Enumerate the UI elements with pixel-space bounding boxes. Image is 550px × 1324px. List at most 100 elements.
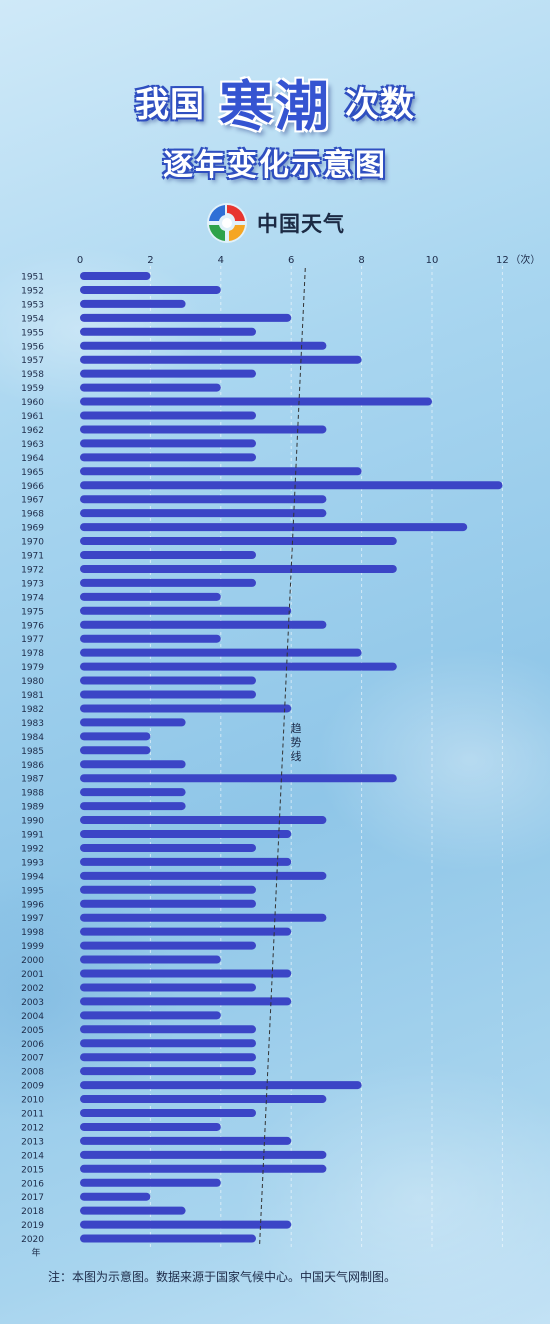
y-tick-label: 1964 — [21, 454, 44, 464]
y-tick-label: 1989 — [21, 803, 44, 813]
y-tick-label: 2010 — [21, 1096, 44, 1106]
bar — [80, 634, 221, 643]
bar — [80, 369, 256, 378]
logo-text: 中国天气 — [257, 212, 345, 236]
y-axis-unit: 年 — [31, 1247, 40, 1259]
bar — [80, 718, 186, 727]
y-tick-label: 1974 — [21, 593, 44, 603]
bar — [80, 899, 256, 908]
y-tick-label: 1993 — [21, 858, 44, 868]
bar — [80, 272, 151, 280]
x-tick-label: 0 — [77, 255, 83, 266]
y-tick-label: 1981 — [21, 691, 44, 701]
y-tick-label: 1977 — [21, 635, 44, 645]
y-tick-label: 1996 — [21, 900, 44, 910]
trend-label: 势 — [291, 736, 302, 749]
bar — [80, 816, 327, 825]
y-tick-label: 1986 — [21, 761, 44, 771]
y-tick-label: 1975 — [21, 607, 44, 617]
footnote: 注：本图为示意图。数据来源于国家气候中心。中国天气网制图。 — [48, 1270, 397, 1284]
y-tick-label: 1980 — [21, 677, 44, 687]
bar — [80, 1136, 292, 1145]
y-tick-label: 1992 — [21, 844, 44, 854]
bar — [80, 1039, 256, 1048]
bar — [80, 592, 221, 601]
bar — [80, 495, 327, 504]
y-tick-label: 2005 — [21, 1026, 44, 1036]
y-tick-label: 2016 — [21, 1179, 44, 1189]
bar — [80, 1192, 151, 1201]
bar — [80, 1178, 221, 1187]
bar — [80, 1081, 362, 1090]
bar — [80, 620, 327, 629]
bar — [80, 1220, 292, 1229]
bar — [80, 871, 327, 880]
x-tick-label: 10 — [426, 255, 439, 266]
y-tick-label: 2001 — [21, 970, 44, 980]
y-tick-label: 1979 — [21, 663, 44, 673]
bar — [80, 1122, 221, 1131]
bar — [80, 969, 292, 978]
y-tick-label: 2017 — [21, 1193, 44, 1203]
x-tick-label: 6 — [288, 255, 294, 266]
y-tick-label: 1983 — [21, 719, 44, 729]
bar — [80, 523, 468, 532]
bar — [80, 299, 186, 308]
y-tick-label: 1995 — [21, 886, 44, 896]
bar — [80, 774, 397, 783]
bar — [80, 885, 256, 894]
brand-logo: 中国天气 — [205, 201, 345, 245]
y-tick-label: 1982 — [21, 705, 44, 715]
bar — [80, 913, 327, 922]
y-tick-label: 1991 — [21, 831, 44, 841]
y-tick-label: 2003 — [21, 998, 44, 1008]
y-tick-label: 2002 — [21, 984, 44, 994]
y-tick-label: 1971 — [21, 552, 44, 562]
trend-label: 线 — [291, 749, 302, 763]
y-tick-label: 1976 — [21, 621, 44, 631]
y-tick-label: 1968 — [21, 510, 44, 520]
y-tick-label: 1961 — [21, 412, 44, 422]
bar — [80, 481, 503, 490]
bar — [80, 676, 256, 685]
bar — [80, 313, 292, 322]
bar — [80, 439, 256, 448]
y-tick-label: 2006 — [21, 1040, 44, 1050]
bar — [80, 1095, 327, 1104]
bar — [80, 788, 186, 797]
y-tick-label: 1969 — [21, 524, 44, 534]
y-tick-label: 1997 — [21, 914, 44, 924]
y-tick-label: 1985 — [21, 747, 44, 757]
trend-label: 趋 — [291, 722, 302, 735]
bar — [80, 983, 256, 992]
y-tick-label: 2014 — [21, 1151, 44, 1161]
y-tick-label: 1951 — [21, 273, 44, 283]
y-tick-label: 1956 — [21, 342, 44, 352]
bar — [80, 1025, 256, 1034]
y-tick-label: 1954 — [21, 314, 44, 324]
y-tick-label: 2020 — [21, 1235, 44, 1245]
title-main: 寒潮 — [219, 75, 331, 138]
bar — [80, 760, 186, 769]
y-tick-label: 1967 — [21, 496, 44, 506]
y-tick-label: 1955 — [21, 328, 44, 338]
bar — [80, 564, 397, 573]
bar — [80, 830, 292, 838]
bar — [80, 746, 151, 755]
bar — [80, 1053, 256, 1062]
y-tick-label: 2007 — [21, 1054, 44, 1064]
y-tick-label: 2013 — [21, 1137, 44, 1147]
bar — [80, 551, 256, 559]
y-tick-label: 1994 — [21, 872, 44, 882]
y-tick-label: 1999 — [21, 942, 44, 952]
bar — [80, 802, 186, 811]
bar — [80, 1011, 221, 1020]
y-tick-label: 2000 — [21, 956, 44, 966]
bar — [80, 1109, 256, 1117]
y-tick-label: 1984 — [21, 733, 44, 743]
bar — [80, 1234, 256, 1243]
y-tick-label: 2018 — [21, 1207, 44, 1217]
bar — [80, 690, 256, 699]
bar — [80, 411, 256, 420]
y-tick-label: 1953 — [21, 300, 44, 310]
